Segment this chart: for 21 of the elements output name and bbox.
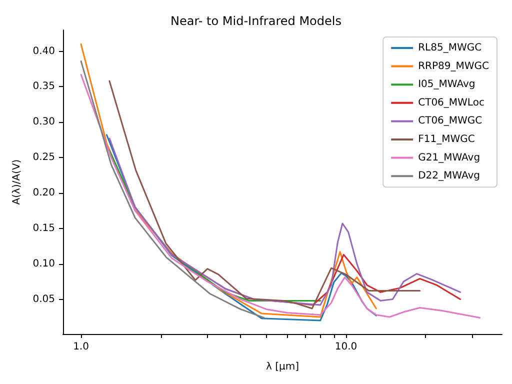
legend-label: D22_MWAvg bbox=[418, 170, 480, 182]
legend-label: CT06_MWLoc bbox=[418, 97, 484, 108]
legend-label: G21_MWAvg bbox=[418, 152, 480, 164]
x-tick-label: 1.0 bbox=[73, 342, 89, 352]
y-tick-label: 0.20 bbox=[32, 187, 55, 198]
legend-label: I05_MWAvg bbox=[418, 79, 476, 90]
legend-label: CT06_MWGC bbox=[418, 116, 482, 127]
y-tick-label: 0.05 bbox=[32, 294, 55, 305]
y-tick-label: 0.40 bbox=[32, 46, 55, 57]
y-axis-title: A(λ)/A(V) bbox=[11, 159, 22, 205]
x-tick-label: 10.0 bbox=[334, 342, 358, 352]
y-tick-label: 0.25 bbox=[32, 152, 55, 164]
legend-label: RL85_MWGC bbox=[418, 42, 482, 54]
y-tick-label: 0.35 bbox=[32, 81, 55, 92]
y-tick-label: 0.15 bbox=[32, 222, 55, 234]
x-axis-title: λ [μm] bbox=[266, 362, 300, 372]
y-tick-label: 0.10 bbox=[32, 258, 55, 270]
chart-title: Near- to Mid-Infrared Models bbox=[170, 14, 342, 28]
legend-label: F11_MWGC bbox=[418, 134, 475, 145]
y-tick-label: 0.30 bbox=[32, 116, 55, 128]
legend-label: RRP89_MWGC bbox=[418, 60, 490, 72]
